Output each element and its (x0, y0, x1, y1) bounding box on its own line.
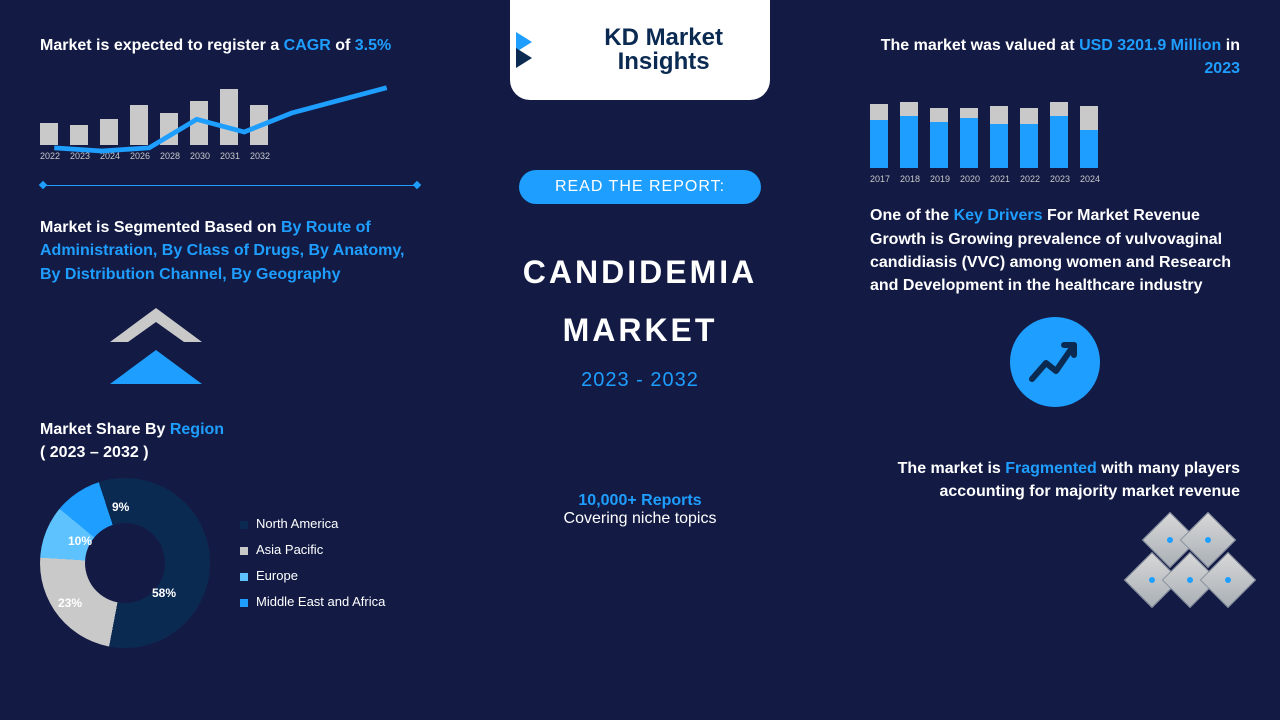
reports-count: 10,000+ Reports (440, 492, 840, 510)
bar (190, 101, 208, 145)
segment-arrows-icon (100, 308, 220, 388)
drivers-text: One of the Key Drivers For Market Revenu… (870, 204, 1240, 297)
growth-icon (1010, 317, 1100, 407)
stack (870, 98, 888, 168)
valuation-xlabels: 2017 2018 2019 2020 2021 2022 2023 2024 (870, 174, 1240, 184)
xlabel: 2023 (1050, 174, 1068, 184)
donut-pct: 58% (152, 586, 176, 600)
cagr-text: Market is expected to register a CAGR of… (40, 34, 420, 57)
bar (220, 89, 238, 145)
xlabel: 2022 (40, 151, 58, 161)
bar (160, 113, 178, 145)
cagr-xlabels: 2022 2023 2024 2026 2028 2030 2031 2032 (40, 151, 420, 161)
title-line-1: CANDIDEMIA (440, 244, 840, 302)
brand-logo-mark (510, 30, 549, 70)
donut-pct: 23% (58, 596, 82, 610)
legend-item: North America (240, 511, 385, 537)
legend-item: Europe (240, 563, 385, 589)
stack (1080, 98, 1098, 168)
bar (130, 105, 148, 145)
divider (40, 185, 420, 186)
stack (990, 98, 1008, 168)
fragmented-cubes-icon (1130, 520, 1240, 610)
xlabel: 2020 (960, 174, 978, 184)
xlabel: 2022 (1020, 174, 1038, 184)
region-legend: North AmericaAsia PacificEuropeMiddle Ea… (240, 511, 385, 615)
fragmented-text: The market is Fragmented with many playe… (870, 457, 1240, 503)
valuation-text: The market was valued at USD 3201.9 Mill… (870, 34, 1240, 80)
stack (1050, 98, 1068, 168)
xlabel: 2028 (160, 151, 178, 161)
brand-logo: KD Market Insights (510, 0, 770, 100)
segment-text: Market is Segmented Based on By Route of… (40, 216, 420, 286)
legend-item: Asia Pacific (240, 537, 385, 563)
read-report-pill[interactable]: READ THE REPORT: (519, 170, 761, 204)
bar (40, 123, 58, 145)
legend-item: Middle East and Africa (240, 589, 385, 615)
xlabel: 2031 (220, 151, 238, 161)
region-title: Market Share By Region ( 2023 – 2032 ) (40, 418, 420, 464)
bar (250, 105, 268, 145)
xlabel: 2017 (870, 174, 888, 184)
valuation-chart (870, 98, 1240, 168)
brand-name: KD Market Insights (557, 26, 770, 74)
stack (1020, 98, 1038, 168)
region-donut: 58% 23% 10% 9% (40, 478, 210, 648)
bar (100, 119, 118, 145)
xlabel: 2023 (70, 151, 88, 161)
xlabel: 2026 (130, 151, 148, 161)
bar (70, 125, 88, 145)
stack (960, 98, 978, 168)
xlabel: 2030 (190, 151, 208, 161)
reports-sub: Covering niche topics (440, 510, 840, 528)
xlabel: 2018 (900, 174, 918, 184)
cagr-chart (40, 75, 420, 145)
title-line-2: MARKET (440, 302, 840, 360)
xlabel: 2019 (930, 174, 948, 184)
donut-pct: 9% (112, 500, 129, 514)
xlabel: 2024 (100, 151, 118, 161)
year-range: 2023 - 2032 (440, 369, 840, 392)
stack (930, 98, 948, 168)
reports-blurb: 10,000+ Reports Covering niche topics (440, 492, 840, 528)
stack (900, 98, 918, 168)
xlabel: 2032 (250, 151, 268, 161)
donut-pct: 10% (68, 534, 92, 548)
xlabel: 2021 (990, 174, 1008, 184)
xlabel: 2024 (1080, 174, 1098, 184)
report-title: CANDIDEMIA MARKET (440, 244, 840, 359)
